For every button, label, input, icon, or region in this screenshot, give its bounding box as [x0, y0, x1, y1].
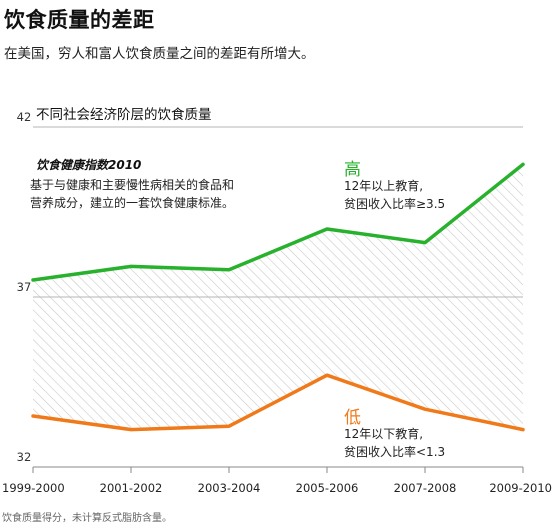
note-text: 基于与健康和主要慢性病相关的食品和营养成分，建立的一套饮食健康标准。	[30, 178, 235, 210]
chart-title: 不同社会经济阶层的饮食质量	[36, 107, 212, 123]
data-point-low	[325, 374, 329, 377]
series-desc-low: 12年以下教育, 贫困收入比率<1.3	[344, 425, 445, 461]
x-tick-label: 2005-2006	[296, 481, 359, 495]
series-label-high: 高	[344, 160, 361, 180]
series-label-low: 低	[344, 408, 361, 428]
footnote: 饮食质量得分，未计算反式脂肪含量。	[2, 513, 172, 524]
note-title: 饮食健康指数2010	[36, 158, 142, 172]
series-desc-low-line1: 12年以下教育,	[344, 427, 424, 441]
data-point-low	[129, 428, 133, 431]
series-line-low	[31, 373, 525, 432]
series-desc-high-line1: 12年以上教育,	[344, 179, 424, 193]
data-point-high	[31, 278, 35, 282]
data-point-low	[521, 428, 525, 431]
y-tick-label: 42	[17, 110, 32, 124]
data-point-low	[31, 414, 35, 418]
y-tick-label: 37	[17, 280, 32, 294]
series-desc-low-line2: 贫困收入比率<1.3	[344, 445, 446, 459]
data-point-low	[227, 425, 231, 428]
y-tick-label: 32	[17, 450, 32, 464]
data-point-high	[325, 227, 329, 231]
x-tick-label: 2001-2002	[100, 481, 163, 495]
series-desc-high: 12年以上教育, 贫困收入比率≥3.5	[344, 177, 445, 213]
series-desc-high-line2: 贫困收入比率≥3.5	[344, 197, 446, 211]
page-subtitle: 在美国，穷人和富人饮食质量之间的差距有所增大。	[4, 46, 315, 62]
x-tick-label: 2007-2008	[394, 481, 457, 495]
x-tick-label: 2009-2010	[489, 481, 552, 495]
x-tick-label: 2003-2004	[198, 481, 261, 495]
data-point-low	[423, 408, 427, 411]
data-point-high	[521, 163, 525, 166]
x-tick-label: 1999-2000	[2, 481, 65, 495]
data-point-high	[227, 268, 231, 271]
page-title: 饮食质量的差距	[4, 8, 155, 32]
series-line-high	[31, 162, 525, 282]
data-point-high	[129, 265, 133, 268]
data-point-high	[423, 241, 427, 244]
